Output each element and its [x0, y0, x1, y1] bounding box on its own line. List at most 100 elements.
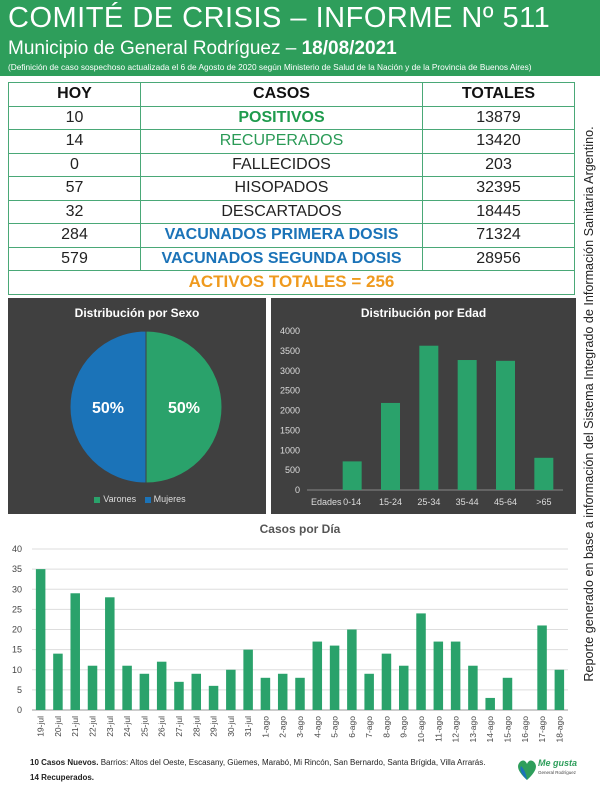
daily-x-tick: 11-ago — [433, 716, 443, 742]
daily-y-tick: 10 — [12, 665, 22, 675]
daily-bar-30-jul — [226, 669, 236, 710]
daily-bar-6-ago — [347, 629, 357, 710]
municipality-logo: Me gusta General Rodríguez — [516, 756, 586, 786]
daily-bar-27-jul — [174, 681, 184, 710]
hoy-cell: 10 — [8, 105, 141, 130]
daily-x-tick: 17-ago — [537, 716, 547, 743]
hoy-cell: 0 — [8, 152, 141, 177]
daily-x-tick: 7-ago — [364, 716, 374, 738]
legend-label-mujeres: Mujeres — [153, 494, 186, 504]
daily-x-tick: 22-jul — [88, 716, 98, 737]
daily-bar-28-jul — [191, 673, 202, 710]
side-note: Reporte generado en base a información d… — [578, 126, 600, 681]
daily-bar-29-jul — [208, 685, 219, 710]
header: COMITÉ DE CRISIS – INFORME Nº 511 Munici… — [0, 0, 600, 76]
daily-bar-4-ago — [312, 641, 323, 710]
legend-swatch-mujeres — [144, 496, 151, 503]
daily-bar-25-jul — [139, 673, 150, 710]
cases-table: HOY CASOS TOTALES 10 POSITIVOS 13879 14 REC… — [8, 82, 575, 295]
table-row: 10 POSITIVOS 13879 — [8, 105, 575, 130]
definition-note: (Definición de caso sospechoso actualiza… — [8, 62, 532, 72]
table-row: 0 FALLECIDOS 203 — [8, 152, 575, 177]
daily-y-tick: 20 — [12, 625, 22, 635]
daily-x-tick: 2-ago — [278, 716, 288, 738]
age-bar-0-14 — [342, 461, 362, 490]
daily-bar-chart: 0 5 10 15 20 25 30 35 40 19-jul 20-jul 21-jul 22-jul… — [12, 544, 568, 743]
footer-recovered: 14 Recuperados. — [30, 773, 485, 782]
sex-pie-chart: 50% 50% — [69, 330, 223, 484]
daily-x-tick: 30-jul — [226, 716, 236, 737]
age-x-tick: 35-44 — [456, 497, 479, 507]
footer-new-cases: 10 Casos Nuevos. Barrios: Altos del Oest… — [30, 758, 485, 767]
activos-totales: ACTIVOS TOTALES = 256 — [8, 270, 575, 295]
daily-y-tick: 0 — [17, 705, 22, 715]
daily-y-tick: 40 — [12, 544, 22, 554]
casos-cell: FALLECIDOS — [140, 152, 423, 177]
footer-barrios: Barrios: Altos del Oeste, Escasany, Güem… — [98, 758, 486, 767]
daily-bar-7-ago — [364, 673, 374, 710]
daily-bar-5-ago — [329, 645, 340, 710]
age-x-tick: 15-24 — [379, 497, 402, 507]
table-header-row: HOY CASOS TOTALES — [8, 82, 575, 107]
daily-bar-19-jul — [35, 569, 46, 710]
daily-y-tick: 35 — [12, 564, 22, 574]
daily-y-tick: 30 — [12, 584, 22, 594]
header-hoy: HOY — [8, 82, 141, 107]
daily-bar-13-ago — [468, 665, 478, 710]
daily-bar-20-jul — [53, 653, 63, 710]
table-row: 32 DESCARTADOS 18445 — [8, 199, 575, 224]
daily-bar-17-ago — [537, 625, 547, 710]
daily-x-tick: 25-jul — [139, 716, 149, 737]
daily-x-tick: 31-jul — [243, 716, 253, 737]
total-cell: 28956 — [422, 246, 575, 271]
age-y-tick: 1500 — [280, 425, 300, 435]
total-cell: 32395 — [422, 176, 575, 201]
casos-cell: DESCARTADOS — [140, 199, 423, 224]
municipality-label: Municipio de General Rodríguez – — [8, 38, 302, 59]
table-row: 57 HISOPADOS 32395 — [8, 176, 575, 201]
total-cell: 203 — [422, 152, 575, 177]
daily-bar-26-jul — [156, 661, 167, 710]
daily-bar-18-ago — [554, 669, 565, 710]
header-totales: TOTALES — [422, 82, 575, 107]
age-x-tick: 0-14 — [343, 497, 361, 507]
age-y-tick: 3000 — [280, 366, 300, 376]
daily-bar-11-ago — [433, 641, 444, 710]
sex-chart-title: Distribución por Sexo — [74, 306, 200, 320]
daily-bar-31-jul — [243, 649, 253, 710]
legend-label-varones: Varones — [103, 494, 137, 504]
daily-y-tick: 5 — [17, 685, 22, 695]
daily-bar-1-ago — [260, 677, 271, 710]
daily-x-tick: 12-ago — [451, 716, 461, 743]
daily-x-tick: 20-jul — [53, 716, 63, 737]
daily-x-tick: 8-ago — [381, 716, 391, 738]
hoy-cell: 14 — [8, 129, 141, 154]
daily-bar-22-jul — [87, 665, 98, 710]
daily-bar-23-jul — [105, 597, 115, 710]
casos-cell: RECUPERADOS — [140, 129, 423, 154]
age-bar-15-24 — [381, 402, 400, 490]
daily-x-tick: 9-ago — [399, 716, 409, 738]
daily-x-tick: 16-ago — [520, 716, 530, 743]
header-casos: CASOS — [140, 82, 423, 107]
table-row: 284 VACUNADOS PRIMERA DOSIS 71324 — [8, 223, 575, 248]
casos-cell: HISOPADOS — [140, 176, 423, 201]
daily-bar-24-jul — [122, 665, 132, 710]
age-y-tick: 4000 — [280, 326, 300, 336]
daily-x-tick: 4-ago — [312, 716, 322, 738]
report-title: COMITÉ DE CRISIS – INFORME Nº 511 — [8, 2, 551, 34]
total-cell: 18445 — [422, 199, 575, 224]
age-axis-label: Edades — [311, 497, 342, 507]
daily-x-tick: 26-jul — [157, 716, 167, 737]
daily-bar-3-ago — [295, 677, 305, 710]
age-y-tick: 0 — [295, 485, 300, 495]
daily-bar-9-ago — [398, 665, 409, 710]
sex-distribution-panel: Distribución por Sexo 50% 50% Varones Muj… — [8, 298, 266, 514]
daily-bar-21-jul — [70, 593, 80, 710]
age-bar-45-64 — [496, 360, 515, 490]
pie-slice-mujeres — [69, 330, 147, 484]
daily-bar-15-ago — [502, 677, 513, 710]
daily-x-tick: 1-ago — [260, 716, 270, 738]
logo-subtext: General Rodríguez — [538, 770, 577, 775]
daily-x-tick: 10-ago — [416, 716, 426, 743]
